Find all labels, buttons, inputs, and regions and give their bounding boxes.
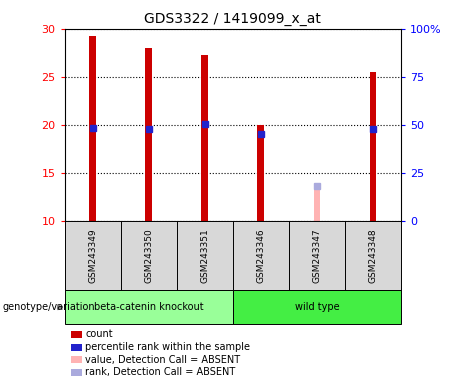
Bar — [89, 36, 96, 221]
Title: GDS3322 / 1419099_x_at: GDS3322 / 1419099_x_at — [144, 12, 321, 26]
Bar — [65, 290, 233, 324]
Text: rank, Detection Call = ABSENT: rank, Detection Call = ABSENT — [85, 367, 236, 377]
Text: count: count — [85, 329, 113, 339]
Bar — [233, 290, 401, 324]
Bar — [258, 125, 264, 221]
Bar — [313, 184, 320, 221]
Text: beta-catenin knockout: beta-catenin knockout — [94, 302, 203, 312]
Text: genotype/variation: genotype/variation — [2, 302, 95, 312]
Text: GSM243348: GSM243348 — [368, 228, 378, 283]
Text: GSM243346: GSM243346 — [256, 228, 266, 283]
Bar — [201, 55, 208, 221]
Text: GSM243350: GSM243350 — [144, 228, 153, 283]
Bar — [145, 48, 152, 221]
Text: GSM243351: GSM243351 — [200, 228, 209, 283]
Text: wild type: wild type — [295, 302, 339, 312]
Text: GSM243349: GSM243349 — [88, 228, 97, 283]
Text: percentile rank within the sample: percentile rank within the sample — [85, 342, 250, 352]
Bar — [370, 72, 376, 221]
Text: value, Detection Call = ABSENT: value, Detection Call = ABSENT — [85, 355, 240, 365]
Text: GSM243347: GSM243347 — [313, 228, 321, 283]
